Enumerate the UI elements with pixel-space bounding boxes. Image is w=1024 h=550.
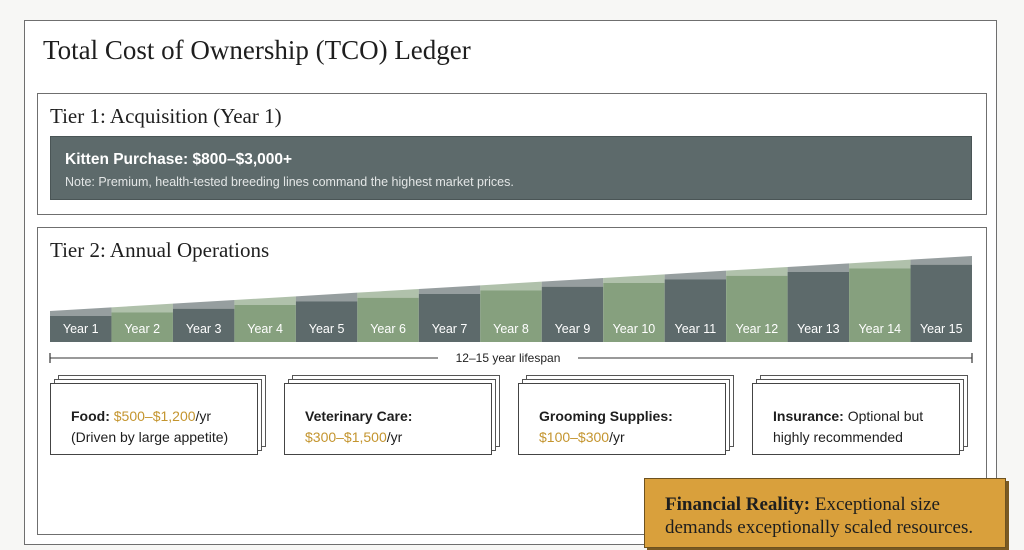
year-bar-10 [603,283,665,342]
reality-text-2: demands exceptionally scaled resources. [665,517,974,538]
tier2-panel: Tier 2: Annual Operations Year 1 Year 2 Ye… [37,227,987,535]
year-bar-9 [541,286,604,342]
year-bar-4 [234,305,296,342]
year-label-9: Year 9 [555,322,591,336]
insurance-detail: Optional but [847,408,924,424]
grooming-label: Grooming Supplies: [539,408,673,424]
year-bar-7 [418,294,481,342]
year-label-6: Year 6 [370,322,406,336]
year-bar-14 [849,268,911,342]
year-bar-cap-1 [50,307,112,316]
year-label-2: Year 2 [124,322,160,336]
year-bar-cap-14 [849,259,911,269]
page-title: Total Cost of Ownership (TCO) Ledger [43,35,471,65]
kitten-purchase-bar: Kitten Purchase: $800–$3,000+ Note: Prem… [50,136,972,200]
grooming-card: Grooming Supplies: $100–$300/yr [518,375,740,462]
insurance-label: Insurance: [773,408,844,424]
financial-reality-callout: Financial Reality: Exceptional size dema… [644,478,1006,548]
kitten-purchase-note: Note: Premium, health-tested breeding li… [65,175,514,189]
tier1-panel: Tier 1: Acquisition (Year 1) Kitten Purc… [37,93,987,215]
year-label-5: Year 5 [309,322,345,336]
year-bar-3 [172,308,235,342]
reality-text: Exceptional size [814,494,940,515]
grooming-range: $100–$300 [539,429,610,445]
yearly-cost-bars: Year 1 Year 2 Year 3 Year 4 Year 5 Year 6 Year… [49,256,973,365]
tier1-title: Tier 1: Acquisition (Year 1) [50,104,282,128]
veterinary-unit: /yr [386,429,403,445]
food-range: $500–$1,200 [113,408,196,424]
year-bar-cap-15 [910,256,972,265]
year-label-4: Year 4 [247,322,283,336]
year-bar-cap-7 [418,285,481,294]
year-bar-2 [111,312,173,342]
veterinary-range: $300–$1,500 [305,429,387,445]
kitten-purchase-heading: Kitten Purchase: $800–$3,000+ [65,151,293,168]
year-label-12: Year 12 [736,322,779,336]
year-bar-5 [295,301,358,342]
reality-label: Financial Reality: [665,494,811,515]
year-bar-cap-11 [664,270,727,280]
insurance-detail-2: highly recommended [773,429,903,445]
lifespan-label: 12–15 year lifespan [456,351,561,365]
food-card: Food: $500–$1,200/yr (Driven by large ap… [50,375,272,462]
year-bar-12 [726,275,788,342]
year-label-13: Year 13 [797,322,840,336]
year-label-8: Year 8 [493,322,529,336]
food-unit: /yr [195,408,212,424]
year-bar-cap-2 [111,303,173,313]
year-bar-cap-5 [295,292,358,302]
year-bar-8 [480,290,542,342]
year-label-1: Year 1 [63,322,99,336]
year-bar-15 [910,264,972,342]
year-bar-cap-3 [172,300,235,309]
year-label-7: Year 7 [432,322,468,336]
year-bar-1 [50,316,112,342]
year-bar-cap-10 [603,274,665,283]
ledger-frame: Total Cost of Ownership (TCO) Ledger Tie… [24,20,997,545]
year-label-15: Year 15 [920,322,963,336]
food-detail: (Driven by large appetite) [71,429,229,445]
grooming-unit: /yr [609,429,625,445]
year-bar-cap-13 [787,263,850,272]
insurance-card: Insurance: Optional but highly recommend… [752,375,974,462]
year-label-14: Year 14 [858,322,901,336]
year-bar-6 [357,297,419,342]
year-label-11: Year 11 [675,322,717,336]
year-bar-cap-6 [357,289,419,298]
year-bar-cap-9 [541,278,604,287]
year-bar-cap-12 [726,267,788,276]
year-bar-11 [664,279,727,342]
year-bar-cap-8 [480,281,542,291]
food-label: Food: [71,408,110,424]
veterinary-card: Veterinary Care: $300–$1,500/yr [284,375,506,462]
year-label-3: Year 3 [186,322,222,336]
year-label-10: Year 10 [613,322,656,336]
tier2-title: Tier 2: Annual Operations [50,238,270,262]
year-bar-13 [787,272,850,342]
veterinary-label: Veterinary Care: [305,408,413,424]
year-bar-cap-4 [234,296,296,305]
